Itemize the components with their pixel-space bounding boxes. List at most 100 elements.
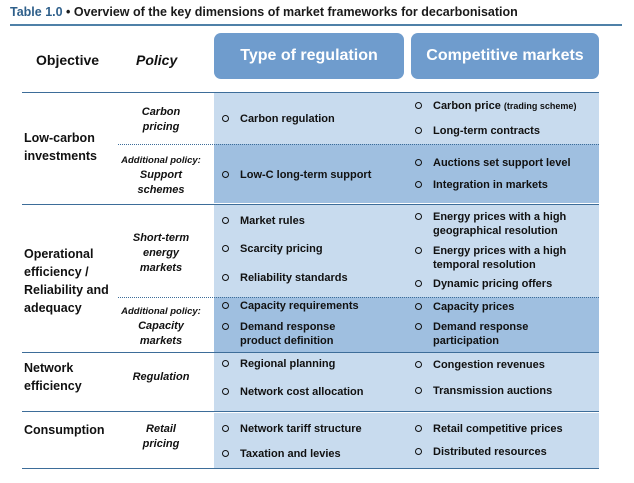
bullet-icon bbox=[222, 171, 229, 178]
objective-line: Consumption bbox=[24, 423, 105, 437]
policy-capacity-markets: Additional policy: Capacity markets bbox=[118, 304, 204, 349]
objective-line: efficiency / bbox=[24, 265, 89, 279]
row-divider bbox=[22, 468, 599, 469]
list-item: Market rules bbox=[216, 214, 428, 228]
item-text: Reliability standards bbox=[240, 272, 348, 284]
policy-line: Carbon bbox=[141, 106, 181, 118]
objective-line: Reliability and bbox=[24, 283, 109, 297]
band-support-schemes bbox=[214, 144, 599, 203]
list-item: Demand response product definition bbox=[216, 320, 428, 348]
item-text: Capacity prices bbox=[433, 301, 515, 313]
bullet-icon bbox=[222, 217, 229, 224]
list-item: Carbon regulation bbox=[216, 112, 428, 126]
sub-row-divider bbox=[118, 144, 599, 145]
row-divider bbox=[22, 204, 599, 205]
list-item: Reliability standards bbox=[216, 271, 428, 285]
item-text: Integration in markets bbox=[433, 179, 548, 191]
policy-line: pricing bbox=[142, 438, 180, 450]
table-title: Table 1.0 • Overview of the key dimensio… bbox=[10, 5, 518, 19]
item-text: Carbon price bbox=[433, 100, 501, 112]
bullet-icon bbox=[415, 425, 422, 432]
bullet-icon bbox=[415, 102, 422, 109]
objective-line: Low-carbon bbox=[24, 131, 95, 145]
band-short-term bbox=[214, 205, 599, 297]
item-text: Energy prices with a high bbox=[433, 211, 567, 223]
bullet-icon bbox=[415, 127, 422, 134]
list-item: Congestion revenues bbox=[409, 358, 623, 372]
objective-line: Operational bbox=[24, 247, 94, 261]
item-text: Scarcity pricing bbox=[240, 243, 323, 255]
bullet-icon bbox=[222, 274, 229, 281]
list-item: Capacity requirements bbox=[216, 299, 428, 313]
objective-operational: Operational efficiency / Reliability and… bbox=[24, 245, 109, 317]
sub-row-divider bbox=[118, 297, 599, 298]
band-carbon-pricing bbox=[214, 92, 599, 144]
header-competitive-markets: Competitive markets bbox=[411, 33, 599, 79]
item-note: (trading scheme) bbox=[503, 101, 577, 111]
item-text: Retail competitive prices bbox=[433, 423, 563, 435]
item-text: Demand response bbox=[240, 321, 336, 333]
bullet-icon bbox=[222, 360, 229, 367]
policy-line: Short-term bbox=[132, 232, 190, 244]
list-item: Network cost allocation bbox=[216, 385, 428, 399]
item-text: Energy prices with a high bbox=[433, 245, 567, 257]
bullet-icon bbox=[222, 115, 229, 122]
item-text: Demand response bbox=[433, 321, 529, 333]
list-item: Demand response participation bbox=[409, 320, 623, 348]
band-capacity bbox=[214, 297, 599, 352]
bullet-icon bbox=[415, 323, 422, 330]
policy-support-schemes: Additional policy: Support schemes bbox=[118, 153, 204, 198]
list-item: Dynamic pricing offers bbox=[409, 277, 623, 291]
policy-line: energy bbox=[142, 247, 180, 259]
header-type-of-regulation: Type of regulation bbox=[214, 33, 404, 79]
bullet-icon bbox=[222, 245, 229, 252]
title-text: Overview of the key dimensions of market… bbox=[73, 5, 518, 19]
objective-consumption: Consumption bbox=[24, 421, 105, 439]
item-text: Network tariff structure bbox=[240, 423, 362, 435]
header-objective: Objective bbox=[36, 52, 100, 68]
policy-retail-pricing: Retail pricing bbox=[118, 422, 204, 452]
list-item: Low-C long-term support bbox=[216, 168, 428, 182]
item-text: Long-term contracts bbox=[433, 125, 540, 137]
bullet-icon bbox=[222, 388, 229, 395]
bullet-icon bbox=[222, 450, 229, 457]
item-text: Low-C long-term support bbox=[240, 169, 372, 181]
item-text: Dynamic pricing offers bbox=[433, 278, 553, 290]
item-text: product definition bbox=[240, 335, 334, 347]
item-text: Taxation and levies bbox=[240, 448, 341, 460]
table-number: Table 1.0 bbox=[10, 5, 63, 19]
bullet-icon bbox=[222, 302, 229, 309]
list-item: Carbon price (trading scheme) bbox=[409, 99, 623, 113]
item-text: Capacity requirements bbox=[240, 300, 359, 312]
item-text: temporal resolution bbox=[433, 259, 536, 271]
bullet-icon bbox=[222, 425, 229, 432]
policy-line: Capacity bbox=[138, 320, 184, 332]
bullet-icon bbox=[415, 448, 422, 455]
policy-regulation: Regulation bbox=[118, 370, 204, 385]
bullet-icon bbox=[415, 361, 422, 368]
title-rule bbox=[10, 24, 622, 26]
bullet-icon bbox=[415, 181, 422, 188]
row-divider bbox=[22, 92, 599, 93]
band-consumption bbox=[214, 413, 599, 468]
item-text: Carbon regulation bbox=[240, 113, 335, 125]
item-text: Congestion revenues bbox=[433, 359, 545, 371]
objective-low-carbon: Low-carbon investments bbox=[24, 129, 97, 165]
list-item: Long-term contracts bbox=[409, 124, 623, 138]
list-item: Regional planning bbox=[216, 357, 428, 371]
band-network bbox=[214, 353, 599, 411]
bullet-icon bbox=[415, 303, 422, 310]
bullet-icon bbox=[222, 323, 229, 330]
policy-short-term-energy-markets: Short-term energy markets bbox=[118, 231, 204, 276]
policy-carbon-pricing: Carbon pricing bbox=[118, 105, 204, 135]
list-item: Integration in markets bbox=[409, 178, 623, 192]
list-item: Transmission auctions bbox=[409, 384, 623, 398]
policy-line: schemes bbox=[137, 184, 185, 196]
list-item: Capacity prices bbox=[409, 300, 623, 314]
bullet-icon bbox=[415, 159, 422, 166]
item-text: Market rules bbox=[240, 215, 305, 227]
policy-line: pricing bbox=[142, 121, 180, 133]
list-item: Retail competitive prices bbox=[409, 422, 623, 436]
policy-line: Regulation bbox=[132, 371, 190, 383]
item-text: participation bbox=[433, 335, 500, 347]
